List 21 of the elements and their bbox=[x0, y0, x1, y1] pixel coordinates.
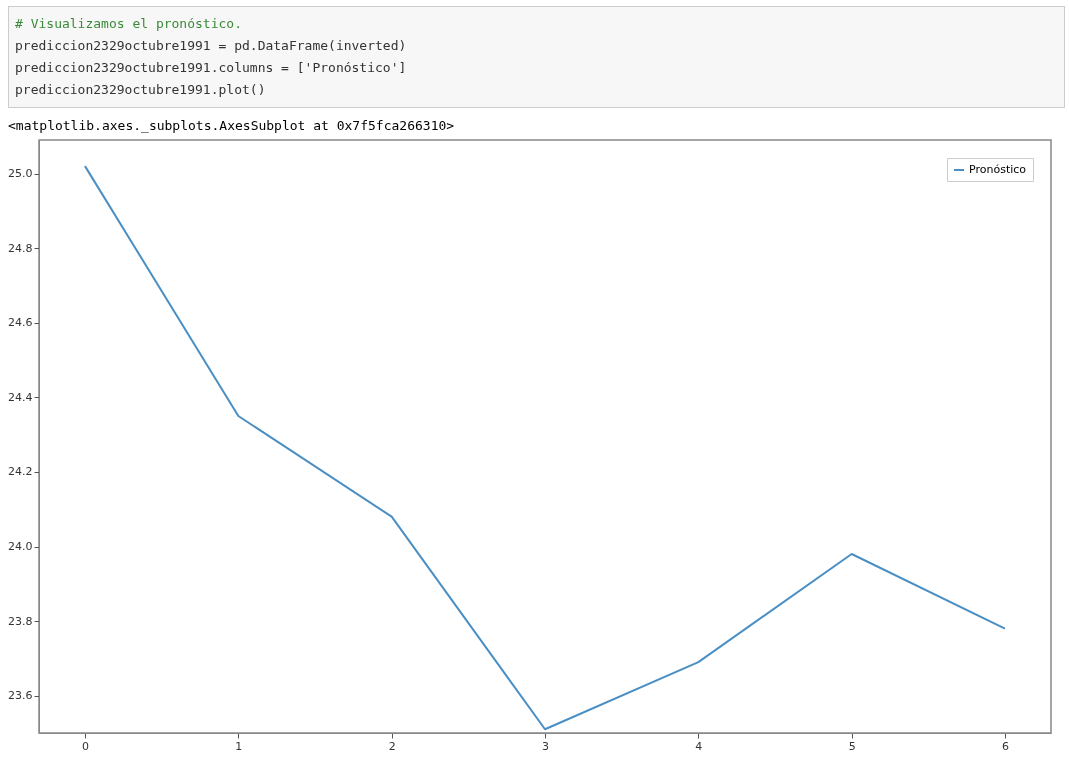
text: # Visualizamos el pronóstico. bbox=[15, 15, 243, 33]
x-tick-label: 4 bbox=[695, 739, 703, 753]
text: prediccion2329octubre1991.plot() bbox=[15, 81, 267, 99]
y-tick-label: 24.8 bbox=[8, 241, 33, 255]
y-tick-label: 24.6 bbox=[8, 316, 33, 330]
x-tick-label: 6 bbox=[1002, 739, 1009, 753]
legend-label: Pronóstico bbox=[969, 163, 1027, 176]
y-tick-label: 24.0 bbox=[8, 540, 33, 554]
y-tick-label: 24.4 bbox=[8, 390, 33, 404]
y-tick-label: 24.2 bbox=[8, 465, 33, 479]
text: prediccion2329octubre1991 = pd.DataFrame(inverted) bbox=[15, 37, 408, 55]
x-tick-label: 1 bbox=[235, 739, 243, 753]
text: prediccion2329octubre1991.columns = ['Pronóstico'] bbox=[15, 59, 408, 77]
text: <matplotlib.axes._subplots.AxesSubplot at 0x7f5fca266310> bbox=[8, 118, 456, 135]
x-tick-label: 3 bbox=[542, 739, 549, 753]
y-tick-label: 23.6 bbox=[8, 689, 33, 703]
x-tick-label: 5 bbox=[848, 739, 856, 753]
x-tick-label: 0 bbox=[82, 739, 89, 753]
y-tick-label: 25.0 bbox=[8, 167, 33, 181]
x-tick-label: 2 bbox=[388, 739, 396, 753]
y-tick-label: 23.8 bbox=[8, 614, 33, 628]
